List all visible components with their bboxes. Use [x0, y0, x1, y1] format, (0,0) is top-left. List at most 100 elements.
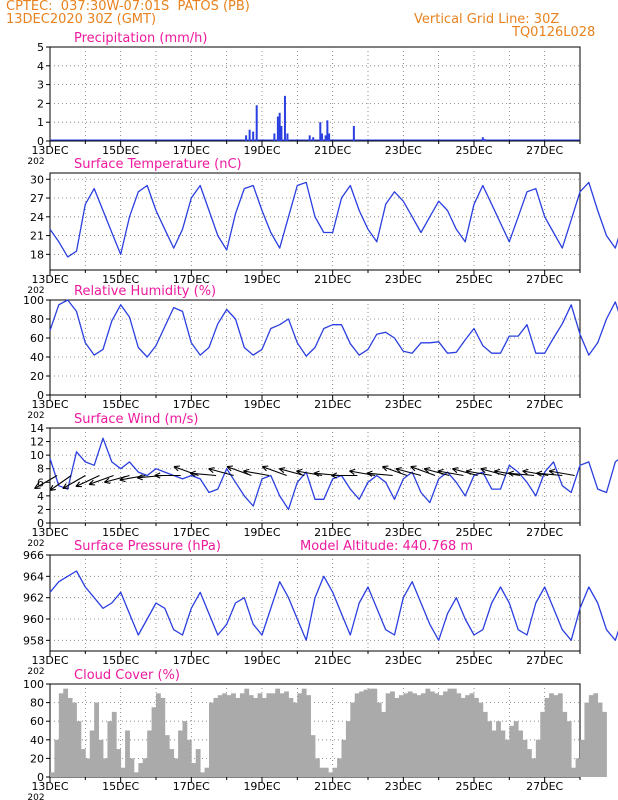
wind-arrow-head: [507, 472, 514, 477]
cloud-bar: [89, 730, 95, 777]
cloud-bar: [120, 767, 126, 777]
cloud-bar: [398, 695, 404, 777]
cloud-bar: [306, 695, 311, 777]
precip-bar: [286, 133, 289, 141]
wind-arrow-head: [136, 477, 143, 481]
cloud-bar: [169, 749, 175, 777]
cloud-bar: [544, 697, 550, 777]
precip-bar: [328, 133, 331, 141]
cloud-bar: [447, 688, 453, 777]
cloud-bar: [54, 739, 60, 777]
cloud-bar: [368, 688, 373, 777]
y-tick-label: 100: [23, 294, 44, 307]
cloud-bar: [182, 721, 188, 777]
cloud-bar: [266, 693, 272, 777]
y-tick-label: 2: [37, 97, 44, 110]
y-tick-label: 12: [30, 436, 44, 449]
wind-arrow-head: [410, 465, 417, 468]
precip-bar: [308, 135, 311, 141]
cloud-bar: [231, 693, 236, 777]
cloud-bar: [98, 739, 104, 777]
cloud-bar: [469, 693, 475, 777]
precip-bar: [312, 137, 315, 141]
cloud-bar: [178, 730, 183, 777]
cloud-bar: [518, 730, 523, 777]
panel-4: [34, 427, 618, 528]
header-run-time: 13DEC2020 30Z (GMT): [6, 12, 157, 27]
wind-arrow: [437, 470, 464, 477]
cloud-bar: [575, 758, 581, 777]
wind-arrow: [465, 470, 492, 477]
y-tick-label: 960: [23, 613, 44, 626]
cloud-bar: [584, 702, 590, 777]
cloud-bar: [235, 697, 241, 777]
cloud-bar: [315, 758, 320, 777]
wind-arrow-head: [424, 467, 431, 470]
wind-arrow-head: [366, 470, 373, 474]
cloud-bar: [478, 702, 484, 777]
wind-arrow-head: [49, 484, 54, 491]
y-tick-label: 18: [30, 248, 44, 261]
wind-arrow-head: [173, 465, 180, 468]
y-tick-label: 20: [30, 752, 44, 765]
wind-arrow: [119, 474, 146, 481]
wind-arrow-head: [313, 472, 320, 477]
wind-arrow-head: [465, 470, 472, 475]
y-tick-label: 24: [30, 211, 44, 224]
y-tick-label: 100: [23, 678, 44, 691]
wind-arrow: [424, 468, 450, 477]
precip-bar: [278, 112, 281, 141]
x-tick-label: 15DEC: [102, 398, 139, 411]
cloud-bar: [58, 693, 64, 777]
wind-arrow: [190, 472, 217, 477]
wind-arrow-head: [75, 481, 81, 487]
cloud-bar: [553, 695, 559, 777]
x-tick-label: 19DEC: [243, 526, 280, 539]
cloud-bar: [323, 767, 329, 777]
y-tick-label: 21: [30, 230, 44, 243]
cloud-bar: [474, 697, 479, 777]
cloud-bar: [540, 711, 546, 777]
cloud-bar: [535, 739, 541, 777]
cloud-bar: [328, 772, 334, 777]
x-tick-label: 27DEC: [526, 144, 563, 157]
wind-arrow: [62, 475, 86, 489]
cloud-bar: [85, 758, 91, 777]
cloud-bar: [566, 721, 572, 777]
cloud-bar: [292, 702, 298, 777]
y-tick-label: 0: [37, 517, 44, 530]
x-tick-label: 25DEC: [455, 780, 492, 793]
wind-arrow: [262, 466, 287, 477]
x-tick-label: 27DEC: [526, 780, 563, 793]
x-tick-label: 25DEC: [455, 654, 492, 667]
panel-frame: [49, 46, 581, 142]
cloud-bar: [390, 691, 395, 777]
wind-arrow-head: [452, 468, 458, 474]
precip-bar: [324, 135, 327, 141]
wind-arrow-head: [189, 470, 196, 474]
y-tick-label: 0: [37, 389, 44, 402]
cloud-bar: [301, 688, 307, 777]
wind-arrow-head: [437, 468, 444, 472]
wind-arrow-head: [349, 470, 355, 475]
panel-frame: [49, 554, 581, 652]
precip-bar: [352, 125, 355, 141]
y-tick-label: 27: [30, 192, 44, 205]
x-tick-label: 15DEC: [102, 780, 139, 793]
x-tick-label: 13DEC: [31, 398, 68, 411]
wind-arrow-head: [480, 468, 486, 474]
cloud-bar: [425, 688, 431, 777]
cloud-bar: [262, 697, 267, 777]
x-tick-label: 13DEC: [31, 654, 68, 667]
y-tick-label: 4: [37, 490, 44, 503]
wind_speed-line: [49, 437, 618, 511]
y-tick-label: 0: [37, 771, 44, 784]
wind-arrow-head: [173, 466, 179, 472]
cloud-bar: [337, 758, 342, 777]
wind-arrow: [508, 472, 535, 477]
cloud-bar: [580, 739, 585, 777]
cloud-bar: [195, 749, 201, 777]
cloud-bar: [244, 688, 250, 777]
x-tick-label: 27DEC: [526, 526, 563, 539]
x-tick-label: 13DEC: [31, 526, 68, 539]
